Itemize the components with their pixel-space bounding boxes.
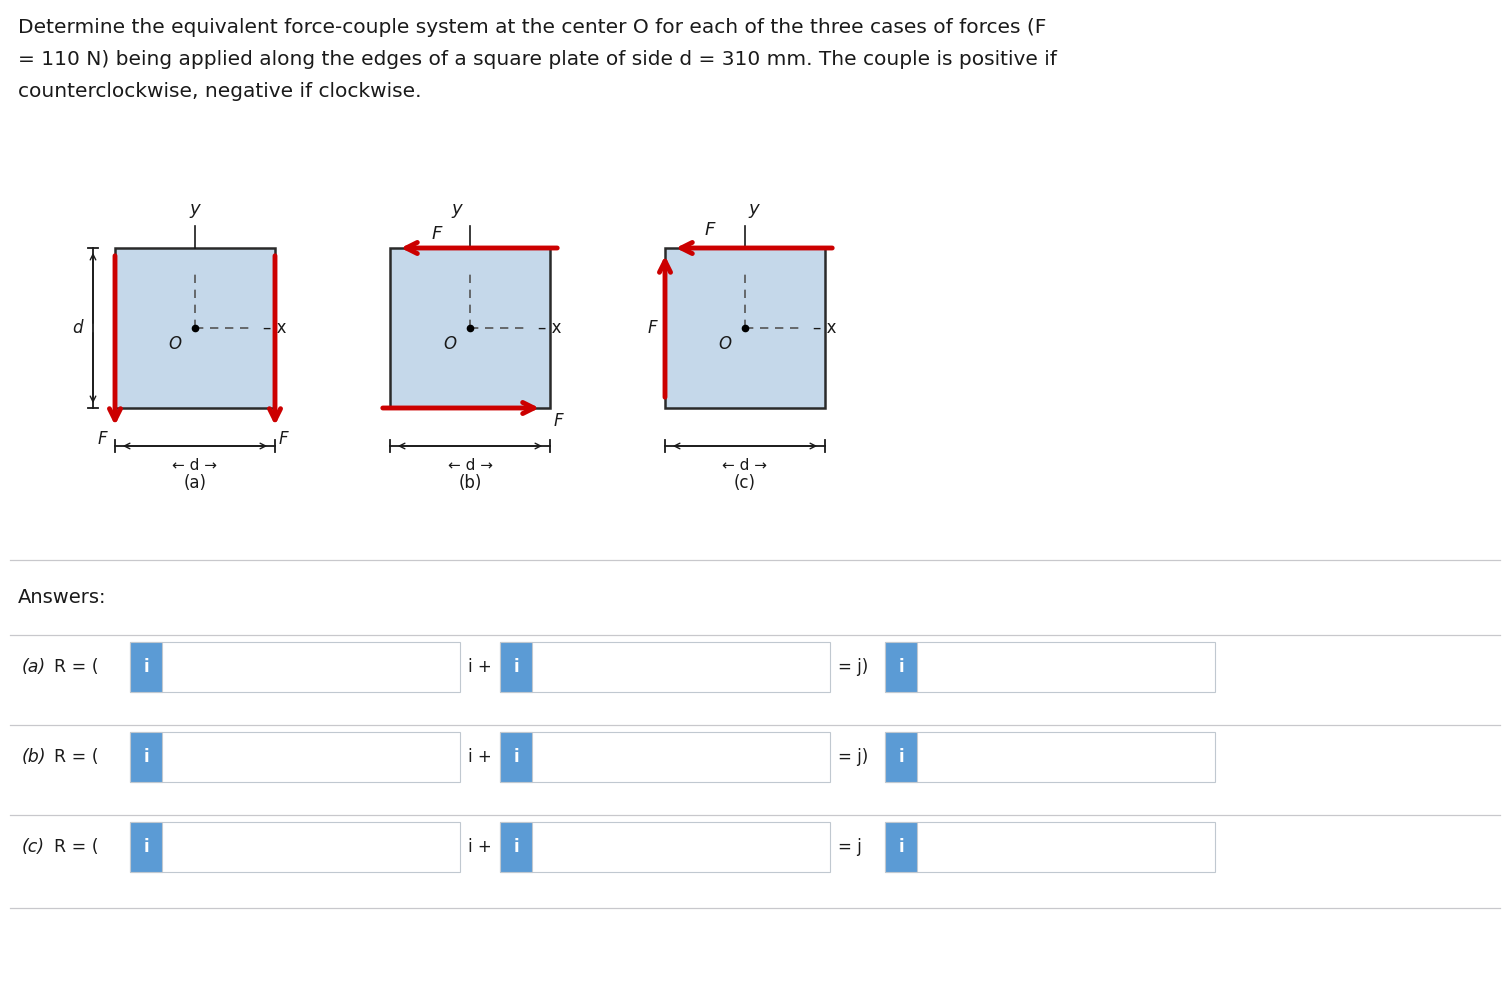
Text: F: F [553,412,564,430]
Text: – x: – x [263,319,286,337]
Bar [665,248,826,408]
Text: = j: = j [838,838,862,856]
Text: y: y [189,200,200,218]
Text: d: d [73,319,83,337]
Bar [500,642,532,692]
Bar [885,822,916,872]
Text: i: i [898,658,904,676]
Text: F: F [97,430,107,448]
Text: (a): (a) [23,658,47,676]
Bar [130,822,162,872]
Text: y: y [452,200,463,218]
Bar [130,732,460,782]
Text: i: i [144,748,148,766]
Text: F: F [705,221,715,239]
Bar [885,732,1216,782]
Bar [885,732,916,782]
Text: R = (: R = ( [54,748,98,766]
Text: i +: i + [469,658,491,676]
Bar [130,732,162,782]
Text: i: i [898,748,904,766]
Bar [500,732,830,782]
Text: – x: – x [538,319,561,337]
Text: O: O [168,335,181,353]
Text: ← d →: ← d → [172,458,218,473]
Text: O: O [718,335,730,353]
Bar [130,642,162,692]
Text: (b): (b) [458,474,482,492]
Text: counterclockwise, negative if clockwise.: counterclockwise, negative if clockwise. [18,82,422,101]
Text: i: i [144,658,148,676]
Text: ← d →: ← d → [723,458,768,473]
Text: F: F [431,225,442,243]
Text: i +: i + [469,748,491,766]
Bar [500,732,532,782]
Text: = j): = j) [838,658,868,676]
Text: ← d →: ← d → [448,458,493,473]
Text: i: i [898,838,904,856]
Text: Determine the equivalent force-couple system at the center O for each of the thr: Determine the equivalent force-couple sy… [18,18,1046,37]
Bar [390,248,550,408]
Text: y: y [748,200,759,218]
Bar [500,642,830,692]
Bar [885,822,1216,872]
Bar [130,822,460,872]
Text: R = (: R = ( [54,658,98,676]
Text: i: i [513,838,519,856]
Text: (c): (c) [23,838,45,856]
Text: i +: i + [469,838,491,856]
Text: R = (: R = ( [54,838,98,856]
Bar [885,642,916,692]
Bar [115,248,275,408]
Text: i: i [513,658,519,676]
Text: O: O [443,335,457,353]
Text: Answers:: Answers: [18,588,106,607]
Text: (b): (b) [23,748,47,766]
Text: (c): (c) [733,474,756,492]
Text: (a): (a) [183,474,207,492]
Text: F: F [647,319,658,337]
Text: – x: – x [813,319,836,337]
Bar [500,822,532,872]
Bar [130,642,460,692]
Text: i: i [513,748,519,766]
Bar [500,822,830,872]
Text: i: i [144,838,148,856]
Text: = 110 N) being applied along the edges of a square plate of side d = 310 mm. The: = 110 N) being applied along the edges o… [18,50,1057,69]
Text: F: F [280,430,289,448]
Bar [885,642,1216,692]
Text: = j): = j) [838,748,868,766]
